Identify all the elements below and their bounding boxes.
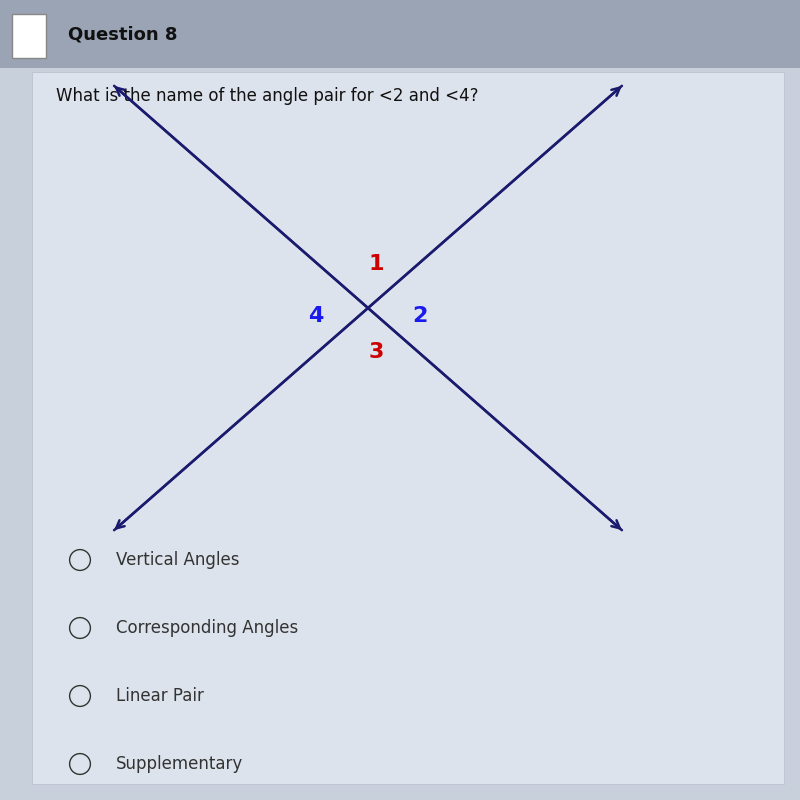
Text: Vertical Angles: Vertical Angles xyxy=(116,551,239,569)
Text: 2: 2 xyxy=(412,306,428,326)
Text: Corresponding Angles: Corresponding Angles xyxy=(116,619,298,637)
Text: 3: 3 xyxy=(368,342,384,362)
Bar xyxy=(32,72,784,784)
Text: What is the name of the angle pair for <2 and <4?: What is the name of the angle pair for <… xyxy=(56,87,478,105)
Bar xyxy=(0,0,800,68)
Text: Linear Pair: Linear Pair xyxy=(116,687,204,705)
Bar xyxy=(12,14,46,58)
Text: Supplementary: Supplementary xyxy=(116,755,243,773)
Text: 4: 4 xyxy=(308,306,324,326)
Text: Question 8: Question 8 xyxy=(68,26,178,43)
Text: 1: 1 xyxy=(368,254,384,274)
